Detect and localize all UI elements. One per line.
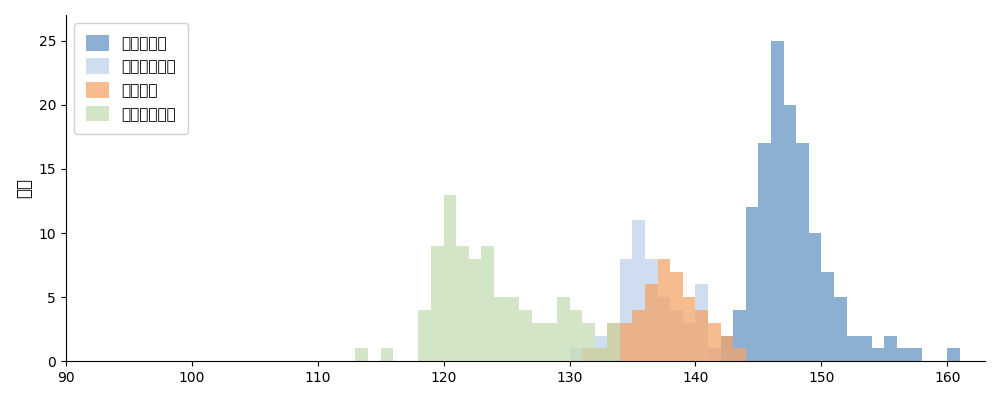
Bar xyxy=(507,297,519,361)
Bar xyxy=(481,246,494,361)
Bar xyxy=(897,348,909,361)
Bar xyxy=(708,348,721,361)
Bar xyxy=(582,348,595,361)
Bar xyxy=(532,323,544,361)
Bar xyxy=(909,348,922,361)
Bar xyxy=(658,259,670,361)
Bar xyxy=(645,259,658,361)
Bar xyxy=(658,297,670,361)
Bar xyxy=(859,336,872,361)
Bar xyxy=(494,297,507,361)
Bar xyxy=(708,348,721,361)
Bar xyxy=(733,348,746,361)
Bar xyxy=(884,336,897,361)
Bar xyxy=(544,323,557,361)
Bar xyxy=(595,336,607,361)
Bar xyxy=(670,310,683,361)
Bar xyxy=(469,259,481,361)
Bar xyxy=(381,348,393,361)
Bar xyxy=(570,310,582,361)
Bar xyxy=(595,348,607,361)
Bar xyxy=(557,297,570,361)
Bar xyxy=(834,297,847,361)
Bar xyxy=(746,207,758,361)
Bar xyxy=(645,284,658,361)
Bar xyxy=(758,143,771,361)
Bar xyxy=(695,284,708,361)
Bar xyxy=(456,246,469,361)
Bar xyxy=(431,246,444,361)
Bar xyxy=(620,259,632,361)
Bar xyxy=(771,41,784,361)
Bar xyxy=(595,348,607,361)
Bar xyxy=(708,323,721,361)
Bar xyxy=(607,323,620,361)
Bar xyxy=(847,336,859,361)
Bar xyxy=(444,194,456,361)
Bar xyxy=(784,105,796,361)
Bar xyxy=(582,348,595,361)
Bar xyxy=(418,310,431,361)
Bar xyxy=(355,348,368,361)
Bar xyxy=(721,336,733,361)
Bar xyxy=(519,310,532,361)
Bar xyxy=(695,310,708,361)
Bar xyxy=(670,272,683,361)
Bar xyxy=(821,272,834,361)
Bar xyxy=(733,310,746,361)
Bar xyxy=(872,348,884,361)
Bar xyxy=(947,348,960,361)
Bar xyxy=(570,348,582,361)
Bar xyxy=(632,220,645,361)
Bar xyxy=(607,323,620,361)
Bar xyxy=(582,323,595,361)
Bar xyxy=(721,336,733,361)
Bar xyxy=(607,323,620,361)
Bar xyxy=(809,233,821,361)
Bar xyxy=(796,143,809,361)
Bar xyxy=(683,297,695,361)
Legend: ストレート, カットボール, フォーク, パワーカーブ: ストレート, カットボール, フォーク, パワーカーブ xyxy=(74,23,188,134)
Y-axis label: 球数: 球数 xyxy=(15,178,33,198)
Bar xyxy=(632,310,645,361)
Bar xyxy=(620,323,632,361)
Bar xyxy=(683,323,695,361)
